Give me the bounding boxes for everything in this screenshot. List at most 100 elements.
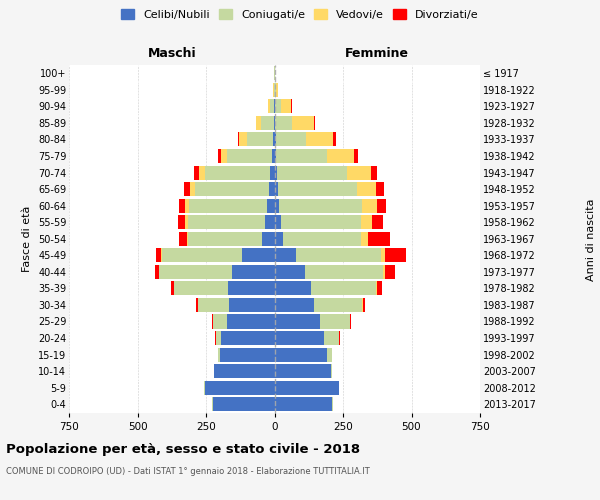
Bar — [275, 215, 281, 229]
Bar — [199, 166, 205, 179]
Bar — [190, 182, 195, 196]
Bar — [283, 232, 361, 246]
Bar — [247, 132, 273, 146]
Bar — [171, 282, 174, 296]
Bar — [296, 248, 382, 262]
Bar — [214, 364, 275, 378]
Bar — [385, 248, 406, 262]
Bar — [256, 116, 262, 130]
Bar — [314, 298, 362, 312]
Bar — [189, 198, 267, 212]
Bar — [274, 83, 275, 97]
Bar — [179, 198, 185, 212]
Bar — [273, 132, 275, 146]
Bar — [275, 198, 280, 212]
Bar — [185, 215, 188, 229]
Bar — [385, 265, 395, 279]
Bar — [270, 100, 274, 114]
Bar — [275, 149, 276, 163]
Bar — [361, 232, 368, 246]
Bar — [275, 282, 311, 296]
Bar — [363, 298, 365, 312]
Bar — [281, 215, 361, 229]
Bar — [275, 166, 277, 179]
Bar — [271, 166, 275, 179]
Text: COMUNE DI CODROIPO (UD) - Dati ISTAT 1° gennaio 2018 - Elaborazione TUTTITALIA.I: COMUNE DI CODROIPO (UD) - Dati ISTAT 1° … — [6, 468, 370, 476]
Bar — [362, 198, 377, 212]
Y-axis label: Fasce di età: Fasce di età — [22, 206, 32, 272]
Text: Anni di nascita: Anni di nascita — [586, 198, 596, 281]
Bar — [229, 298, 275, 312]
Bar — [218, 348, 220, 362]
Bar — [213, 314, 227, 328]
Bar — [275, 397, 332, 411]
Bar — [220, 348, 275, 362]
Bar — [185, 198, 189, 212]
Bar — [179, 232, 187, 246]
Bar — [155, 265, 158, 279]
Bar — [382, 248, 385, 262]
Bar — [361, 215, 373, 229]
Bar — [195, 182, 269, 196]
Bar — [275, 83, 276, 97]
Text: Maschi: Maschi — [148, 47, 196, 60]
Bar — [242, 248, 275, 262]
Bar — [275, 265, 305, 279]
Bar — [276, 132, 306, 146]
Bar — [275, 331, 324, 345]
Bar — [280, 198, 362, 212]
Bar — [184, 182, 190, 196]
Bar — [187, 232, 188, 246]
Bar — [320, 314, 350, 328]
Bar — [188, 232, 262, 246]
Bar — [262, 116, 274, 130]
Bar — [326, 149, 354, 163]
Bar — [376, 182, 384, 196]
Bar — [281, 100, 292, 114]
Bar — [324, 331, 339, 345]
Bar — [377, 198, 386, 212]
Bar — [238, 132, 239, 146]
Bar — [158, 265, 160, 279]
Bar — [265, 215, 275, 229]
Bar — [275, 116, 292, 130]
Bar — [212, 314, 213, 328]
Bar — [371, 166, 377, 179]
Bar — [267, 198, 275, 212]
Bar — [275, 182, 278, 196]
Bar — [306, 132, 334, 146]
Bar — [377, 282, 382, 296]
Bar — [269, 182, 275, 196]
Bar — [160, 265, 232, 279]
Bar — [262, 232, 275, 246]
Bar — [354, 149, 358, 163]
Bar — [275, 348, 326, 362]
Bar — [272, 149, 275, 163]
Bar — [215, 331, 221, 345]
Bar — [213, 397, 275, 411]
Bar — [331, 364, 332, 378]
Text: Popolazione per età, sesso e stato civile - 2018: Popolazione per età, sesso e stato civil… — [6, 442, 360, 456]
Bar — [227, 149, 272, 163]
Bar — [275, 314, 320, 328]
Bar — [162, 248, 242, 262]
Bar — [275, 380, 339, 394]
Bar — [275, 232, 283, 246]
Bar — [196, 298, 197, 312]
Bar — [205, 380, 275, 394]
Bar — [383, 265, 385, 279]
Bar — [276, 149, 326, 163]
Bar — [205, 166, 271, 179]
Bar — [376, 282, 377, 296]
Bar — [275, 132, 276, 146]
Bar — [334, 132, 335, 146]
Bar — [274, 116, 275, 130]
Bar — [221, 149, 227, 163]
Bar — [278, 182, 357, 196]
Bar — [178, 215, 185, 229]
Bar — [373, 215, 383, 229]
Bar — [362, 298, 363, 312]
Bar — [368, 232, 390, 246]
Bar — [188, 215, 265, 229]
Bar — [221, 331, 275, 345]
